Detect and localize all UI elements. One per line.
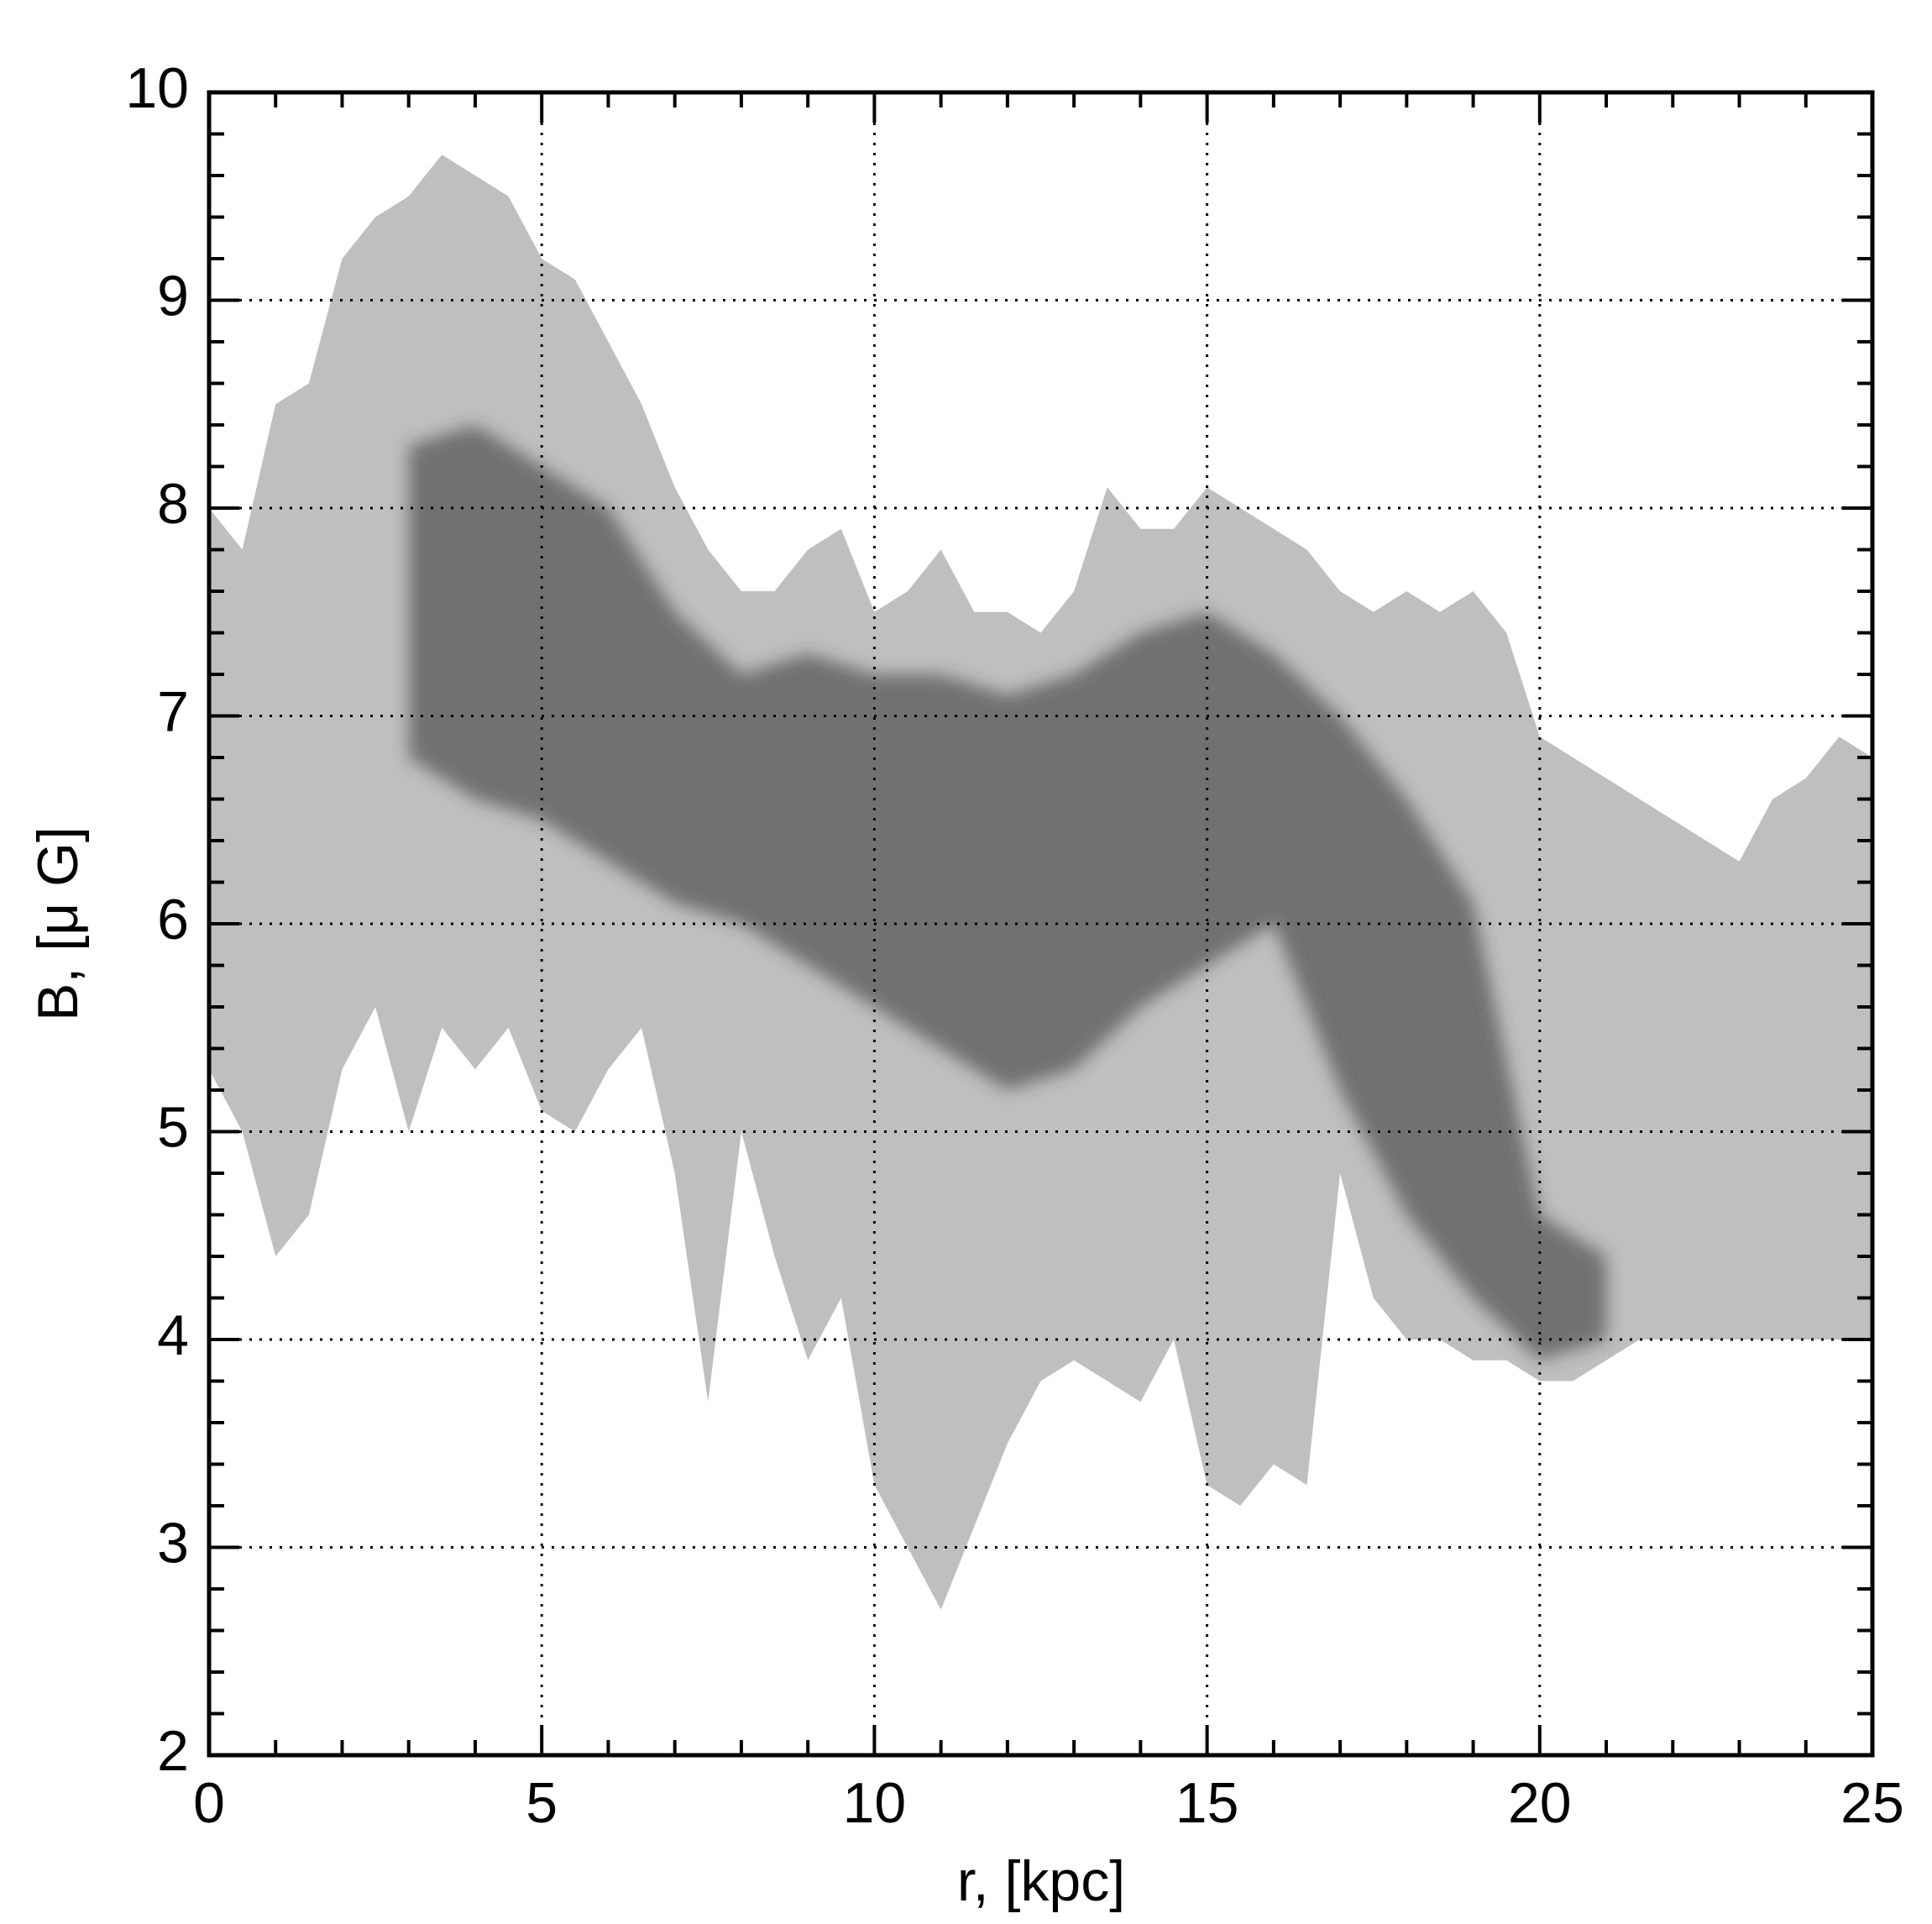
y-axis-label: B, [μ G] <box>26 826 90 1021</box>
y-tick-label: 7 <box>157 679 189 743</box>
y-tick-label: 3 <box>157 1511 189 1575</box>
x-axis-label: r, [kpc] <box>957 1849 1125 1913</box>
y-tick-label: 5 <box>157 1095 189 1159</box>
plot-frame <box>207 90 1875 1758</box>
y-tick-label: 4 <box>157 1303 189 1367</box>
x-tick-label: 10 <box>843 1771 907 1835</box>
x-tick-label: 5 <box>526 1771 558 1835</box>
x-tick-label: 25 <box>1840 1771 1904 1835</box>
y-tick-label: 10 <box>125 56 189 120</box>
y-tick-label: 2 <box>157 1719 189 1783</box>
x-tick-label: 0 <box>193 1771 225 1835</box>
y-tick-label: 8 <box>157 472 189 536</box>
x-tick-label: 20 <box>1508 1771 1572 1835</box>
x-tick-label: 15 <box>1175 1771 1239 1835</box>
y-tick-label: 9 <box>157 264 189 328</box>
core-band <box>408 425 1607 1360</box>
y-tick-label: 6 <box>157 888 189 952</box>
